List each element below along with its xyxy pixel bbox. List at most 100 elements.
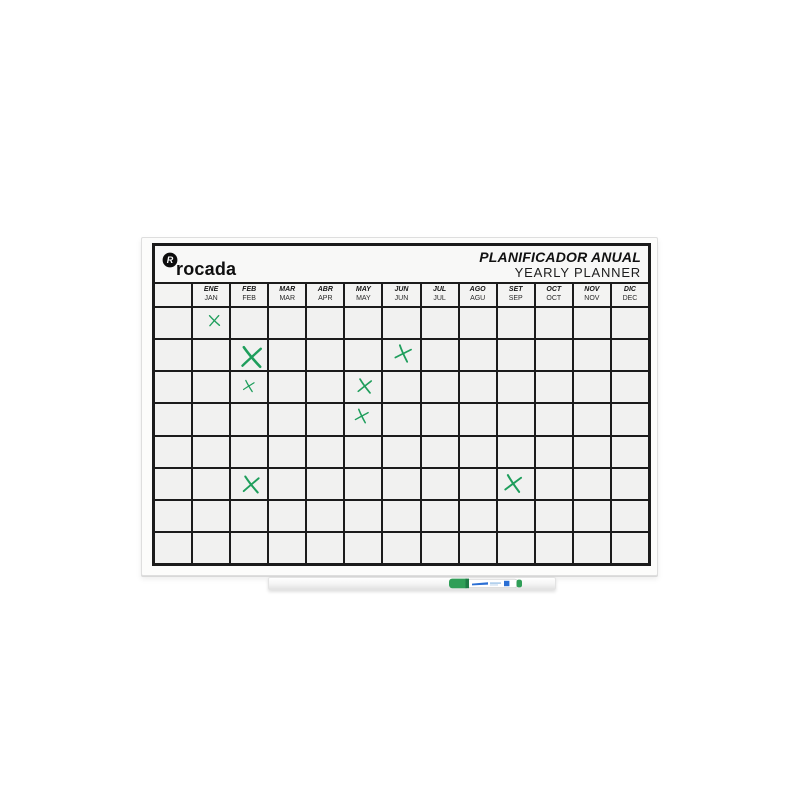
planner-cell (307, 372, 344, 403)
planner-cell (611, 372, 648, 403)
month-label-es: ABR (317, 286, 333, 294)
planner-cell (535, 372, 572, 403)
planner-cell (383, 404, 420, 435)
planner-cell (345, 404, 382, 435)
month-label-en: JAN (204, 295, 218, 302)
planner-cell (611, 436, 648, 467)
planner-cell (535, 532, 572, 563)
title-english: YEARLY PLANNER (514, 264, 641, 280)
planner-cell (497, 468, 534, 499)
month-label-es: MAY (355, 286, 371, 294)
planner-cell (231, 468, 268, 499)
month-header-cell: AGO AGU (459, 284, 496, 306)
planner-titles: PLANIFICADOR ANUAL YEARLY PLANNER (479, 248, 641, 280)
planner-cell (459, 436, 496, 467)
planner-cell (611, 340, 648, 371)
month-header-cell: JUN JUN (383, 284, 420, 306)
planner-cell (535, 308, 572, 339)
month-label-en: FEB (242, 295, 256, 302)
month-label-en: APR (318, 295, 333, 302)
whiteboard-marker (449, 576, 523, 589)
planner-cell (535, 404, 572, 435)
planner-cell (421, 372, 458, 403)
month-label-en: MAY (356, 295, 371, 302)
corner-cell (155, 284, 192, 306)
planner-cell (573, 340, 610, 371)
marker-label (472, 582, 488, 586)
month-label-en: JUL (433, 295, 446, 302)
planner-cell (459, 404, 496, 435)
month-label-es: NOV (584, 286, 600, 294)
planner-cell (383, 532, 420, 563)
month-label-es: AGO (469, 286, 486, 294)
planner-cell (269, 436, 306, 467)
planner-cell (155, 436, 192, 467)
title-spanish: PLANIFICADOR ANUAL (479, 248, 641, 265)
month-header-cell: NOV NOV (573, 284, 610, 306)
planner-cell (193, 308, 230, 339)
yearly-planner-grid: R rocada PLANIFICADOR ANUAL YEARLY PLANN… (152, 243, 651, 566)
planner-cell (193, 532, 230, 563)
planner-cell (611, 500, 648, 531)
planner-cell (231, 404, 268, 435)
planner-cell (269, 468, 306, 499)
planner-cell (307, 308, 344, 339)
month-label-es: JUN (394, 286, 409, 294)
planner-cell (573, 308, 610, 339)
planner-cell (231, 436, 268, 467)
planner-cell (573, 404, 610, 435)
planner-cell (155, 532, 192, 563)
planner-cell (269, 308, 306, 339)
planner-cell (421, 404, 458, 435)
planner-cell (307, 340, 344, 371)
planner-cell (573, 468, 610, 499)
planner-cell (193, 340, 230, 371)
month-label-en: NOV (584, 295, 600, 302)
planner-cell (383, 436, 420, 467)
planner-cell (573, 372, 610, 403)
planner-cell (573, 532, 610, 563)
planner-cell (193, 404, 230, 435)
planner-cell (269, 404, 306, 435)
month-label-es: MAR (279, 286, 296, 294)
planner-cell (345, 372, 382, 403)
planner-cell (231, 308, 268, 339)
planner-cell (269, 340, 306, 371)
planner-cell (421, 500, 458, 531)
planner-cell (231, 372, 268, 403)
month-label-en: AGU (470, 295, 486, 302)
month-header-cell: MAR MAR (269, 284, 306, 306)
brand: R rocada (162, 251, 236, 278)
month-label-es: JUL (432, 286, 447, 294)
planner-cell (383, 308, 420, 339)
planner-cell (421, 308, 458, 339)
month-label-en: DEC (622, 295, 638, 302)
planner-cell (155, 340, 192, 371)
planner-cell (573, 436, 610, 467)
planner-cell (269, 372, 306, 403)
planner-cell (345, 500, 382, 531)
planner-cell (307, 532, 344, 563)
planner-cell (459, 308, 496, 339)
month-header-cell: FEB FEB (231, 284, 268, 306)
marker-end-cap-icon (516, 579, 522, 588)
planner-cell (497, 404, 534, 435)
planner-cell (497, 340, 534, 371)
planner-cell (307, 500, 344, 531)
planner-cell (269, 532, 306, 563)
planner-cell (383, 500, 420, 531)
month-header-cell: JUL JUL (421, 284, 458, 306)
planner-cell (383, 372, 420, 403)
planner-cell (535, 436, 572, 467)
brand-name: rocada (176, 258, 237, 279)
planner-cell (307, 436, 344, 467)
month-label-en: JUN (394, 295, 409, 302)
planner-cell (383, 340, 420, 371)
planner-cell (269, 500, 306, 531)
month-label-es: OCT (546, 286, 562, 294)
month-header-cell: OCT OCT (535, 284, 572, 306)
month-header-cell: ABR APR (307, 284, 344, 306)
planner-cell (231, 340, 268, 371)
planner-cell (611, 404, 648, 435)
month-label-en: SEP (508, 295, 523, 302)
